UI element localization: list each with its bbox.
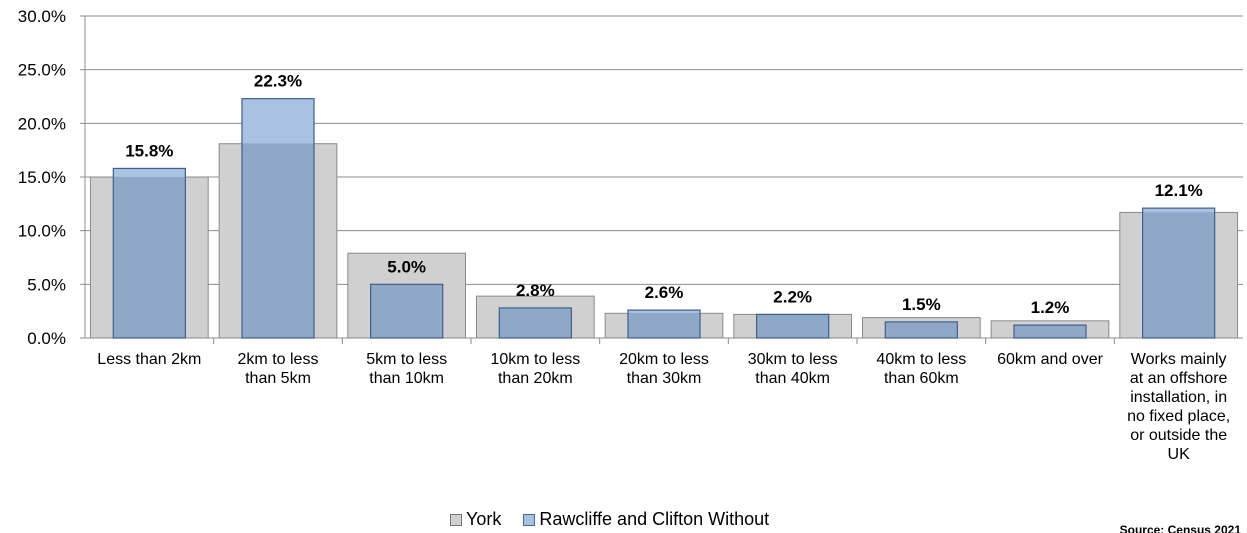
bar-rawcliffe-overlap <box>885 321 958 338</box>
data-label: 12.1% <box>1155 181 1203 200</box>
category-label-line: 30km to less <box>748 351 838 368</box>
bar-rawcliffe <box>370 283 444 339</box>
bar-rawcliffe-outline <box>112 167 186 339</box>
category-label-line: than 60km <box>884 370 959 387</box>
category-label-line: than 10km <box>369 370 444 387</box>
bar-rawcliffe-overlap <box>756 314 829 338</box>
bar-rawcliffe-overlap <box>113 177 186 338</box>
bar-rawcliffe-upper <box>1142 208 1215 213</box>
category-label-line: no fixed place, <box>1127 408 1230 425</box>
category-label-line: than 40km <box>755 370 830 387</box>
data-label: 1.2% <box>1031 298 1070 317</box>
bar-rawcliffe-upper <box>113 168 186 177</box>
category-label-line: Less than 2km <box>97 351 201 368</box>
category-label-line: installation, in <box>1130 389 1227 406</box>
y-tick-label: 0.0% <box>27 329 66 348</box>
legend-label-rawcliffe: Rawcliffe and Clifton Without <box>539 509 770 529</box>
bar-rawcliffe-upper <box>241 98 315 144</box>
bar-rawcliffe-overlap <box>1013 325 1087 338</box>
data-label: 2.6% <box>645 283 684 302</box>
data-label: 15.8% <box>125 141 173 160</box>
bar-rawcliffe-outline <box>498 307 572 339</box>
legend-swatch-york <box>450 513 462 526</box>
category-label: 5km to less than 10km <box>366 351 447 387</box>
bar-rawcliffe-outline <box>1142 207 1216 339</box>
legend-item-rawcliffe: Rawcliffe and Clifton Without <box>523 509 769 530</box>
bar-rawcliffe-outline <box>627 309 701 339</box>
category-label-line: 20km to less <box>619 351 709 368</box>
category-label: 2km to less than 5km <box>238 351 319 387</box>
bar-rawcliffe <box>1013 324 1087 339</box>
category-label: 60km and over <box>997 351 1104 368</box>
category-label-line: 60km and over <box>997 351 1104 368</box>
bar-rawcliffe <box>884 321 958 339</box>
data-label: 2.2% <box>773 287 812 306</box>
category-label: 20km to less than 30km <box>619 351 709 387</box>
category-label-line: 10km to less <box>490 351 580 368</box>
legend-label-york: York <box>466 509 502 529</box>
bar-rawcliffe-outline <box>756 313 830 339</box>
data-labels: 15.8% 22.3% 5.0% 2.8% 2.6% 2.2% 1.5% 1.2% 12.1% <box>125 72 1203 317</box>
bar-rawcliffe-outline <box>370 283 444 339</box>
bar-rawcliffe <box>498 307 572 339</box>
bar-rawcliffe <box>1142 207 1216 339</box>
bar-rawcliffe-outline <box>1013 324 1087 339</box>
source-note: Source: Census 2021 <box>1119 524 1241 533</box>
bars <box>89 98 1239 339</box>
category-labels: Less than 2km 2km to less than 5km 5km to l… <box>97 351 1230 463</box>
legend-item-york: York <box>450 509 501 530</box>
category-label-line: 5km to less <box>366 351 447 368</box>
y-tick-label: 20.0% <box>18 114 66 133</box>
data-label: 2.8% <box>516 281 555 300</box>
category-label: 40km to less than 60km <box>876 351 966 387</box>
data-label: 22.3% <box>254 72 302 91</box>
y-axis-ticks: 0.0% 5.0% 10.0% 15.0% 20.0% 25.0% 30.0% <box>18 7 66 348</box>
category-label-line: UK <box>1168 446 1191 463</box>
data-label: 1.5% <box>902 295 941 314</box>
category-label-line: at an offshore <box>1130 370 1228 387</box>
bar-rawcliffe-overlap <box>241 143 315 338</box>
category-label-line: than 30km <box>627 370 702 387</box>
bar-rawcliffe <box>756 313 830 339</box>
category-label-line: than 5km <box>245 370 311 387</box>
category-label-line: or outside the <box>1130 427 1227 444</box>
category-label-line: than 20km <box>498 370 573 387</box>
bar-rawcliffe-outline <box>241 98 315 339</box>
chart: 0.0% 5.0% 10.0% 15.0% 20.0% 25.0% 30.0% 15.8% 2… <box>18 7 1243 463</box>
bar-rawcliffe-upper <box>627 310 701 314</box>
bar-rawcliffe-overlap <box>499 307 572 338</box>
legend-swatch-rawcliffe <box>523 513 536 526</box>
category-label-line: Works mainly <box>1131 351 1227 368</box>
category-label: Less than 2km <box>97 351 201 368</box>
bar-rawcliffe <box>112 167 186 339</box>
category-label: 30km to less than 40km <box>748 351 838 387</box>
category-label: 10km to less than 20km <box>490 351 580 387</box>
category-label-line: 40km to less <box>876 351 966 368</box>
y-tick-label: 10.0% <box>18 222 66 241</box>
bar-rawcliffe-outline <box>884 321 958 339</box>
y-tick-label: 25.0% <box>18 61 66 80</box>
bar-rawcliffe-overlap <box>370 284 443 338</box>
y-tick-label: 30.0% <box>18 7 66 26</box>
data-label: 5.0% <box>387 257 426 276</box>
legend: York Rawcliffe and Clifton Without <box>450 509 791 530</box>
bar-rawcliffe <box>627 309 701 339</box>
bar-rawcliffe-overlap <box>1142 212 1215 338</box>
y-tick-label: 15.0% <box>18 168 66 187</box>
category-label-line: 2km to less <box>238 351 319 368</box>
bar-rawcliffe <box>241 98 315 339</box>
category-label: Works mainly at an offshore installation, … <box>1127 351 1230 463</box>
y-tick-label: 5.0% <box>27 275 66 294</box>
bar-rawcliffe-overlap <box>627 313 701 338</box>
